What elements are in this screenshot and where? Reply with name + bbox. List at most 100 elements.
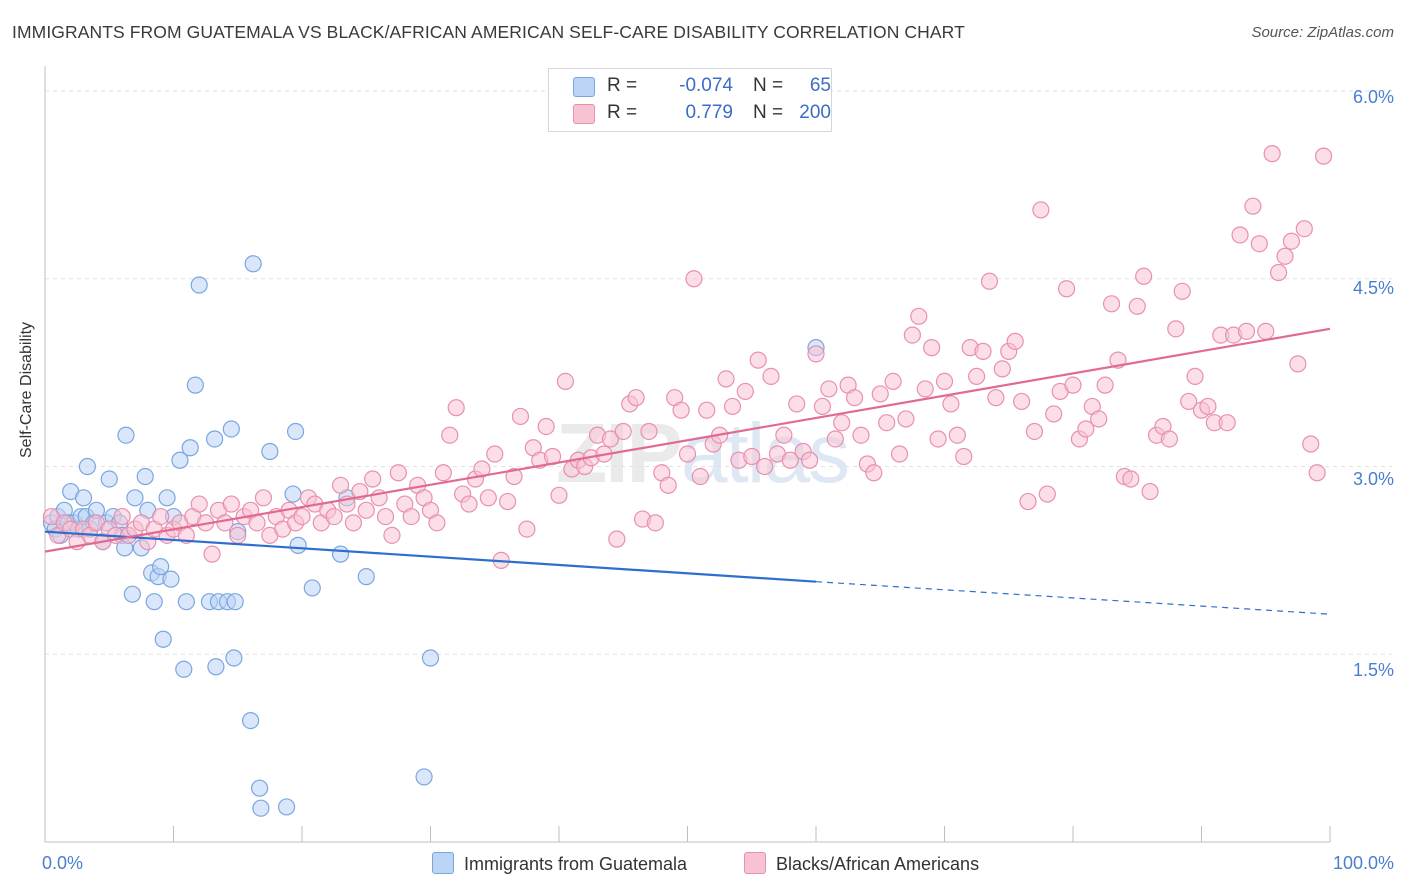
guatemala-point-66 xyxy=(415,768,433,786)
black-point-45 xyxy=(331,476,350,494)
black-trend-line xyxy=(44,327,1331,553)
guatemala-point-38 xyxy=(171,451,189,469)
bottom-legend-guatemala: Immigrants from Guatemala xyxy=(432,852,687,876)
guatemala-point-62 xyxy=(303,579,321,597)
black-point-115 xyxy=(781,451,799,469)
y-tick-label-4: 6.0% xyxy=(1352,87,1394,107)
y-tick-label-1: 1.5% xyxy=(1352,660,1394,680)
black-point-69 xyxy=(486,445,504,463)
black-point-144 xyxy=(968,367,986,385)
legend-r-value: 0.779 xyxy=(685,102,733,123)
guatemala-point-56 xyxy=(252,799,270,817)
black-point-100 xyxy=(685,270,703,288)
guatemala-point-10 xyxy=(74,489,93,507)
black-point-148 xyxy=(993,360,1011,378)
black-point-176 xyxy=(1173,282,1191,300)
black-point-133 xyxy=(897,410,915,428)
y-tick-label-3: 4.5% xyxy=(1352,278,1394,298)
guatemala-point-57 xyxy=(261,442,279,461)
black-point-156 xyxy=(1045,405,1063,423)
black-point-60 xyxy=(428,514,446,532)
black-point-23 xyxy=(190,495,208,513)
black-point-11 xyxy=(113,507,131,526)
black-point-54 xyxy=(389,464,407,482)
black-point-111 xyxy=(755,457,774,476)
guatemala-point-61 xyxy=(289,536,307,554)
guatemala-point-34 xyxy=(154,630,172,648)
black-point-189 xyxy=(1257,322,1275,340)
black-point-139 xyxy=(935,372,954,391)
black-point-50 xyxy=(364,470,382,488)
black-point-132 xyxy=(890,445,909,463)
black-point-146 xyxy=(980,272,999,290)
black-point-62 xyxy=(441,426,459,444)
black-point-134 xyxy=(903,326,921,344)
black-point-105 xyxy=(717,370,735,388)
guatemala-point-58 xyxy=(277,798,296,816)
black-point-159 xyxy=(1064,376,1082,394)
black-point-154 xyxy=(1032,201,1050,219)
guatemala-point-31 xyxy=(145,593,163,611)
black-point-96 xyxy=(659,476,677,494)
black-point-188 xyxy=(1250,235,1268,253)
black-point-77 xyxy=(537,417,555,436)
x-tick-label-max: 100.0% xyxy=(1332,853,1394,873)
black-point-169 xyxy=(1128,297,1146,315)
legend-n-value: 200 xyxy=(799,102,831,123)
guatemala-point-45 xyxy=(206,430,224,448)
black-point-138 xyxy=(929,430,947,448)
guatemala-point-60 xyxy=(286,422,305,441)
black-point-116 xyxy=(788,395,806,413)
legend-n-label: N = xyxy=(753,75,784,96)
black-point-32 xyxy=(248,514,266,532)
guatemala-point-28 xyxy=(136,467,154,486)
black-point-161 xyxy=(1077,420,1095,438)
guatemala-point-26 xyxy=(126,489,144,507)
guatemala-point-63 xyxy=(331,545,350,563)
black-point-170 xyxy=(1135,267,1153,285)
black-point-190 xyxy=(1263,145,1281,163)
black-point-110 xyxy=(749,351,767,369)
black-point-67 xyxy=(473,460,491,478)
guatemala-point-47 xyxy=(207,658,225,676)
black-point-175 xyxy=(1167,320,1185,338)
black-point-125 xyxy=(845,389,864,407)
black-point-164 xyxy=(1096,376,1114,394)
black-point-183 xyxy=(1218,414,1236,432)
correlation-legend: R = -0.074 N = 65 R = 0.779 N = 200 xyxy=(548,68,832,132)
black-point-152 xyxy=(1019,492,1037,511)
black-point-158 xyxy=(1057,280,1076,298)
black-point-109 xyxy=(743,447,761,466)
black-point-65 xyxy=(460,495,478,513)
black-point-25 xyxy=(203,545,221,563)
black-point-102 xyxy=(698,401,716,419)
source-credit: Source: ZipAtlas.com xyxy=(1251,24,1394,41)
guatemala-point-49 xyxy=(222,420,240,438)
black-point-99 xyxy=(678,445,697,463)
black-point-52 xyxy=(376,507,395,526)
black-point-135 xyxy=(910,307,928,325)
black-point-198 xyxy=(1314,147,1333,165)
black-point-186 xyxy=(1237,322,1256,340)
guatemala-point-54 xyxy=(244,255,262,273)
legend-r-label: R = xyxy=(607,102,638,123)
black-point-101 xyxy=(691,467,709,486)
guatemala-trend-line xyxy=(44,530,817,583)
black-point-53 xyxy=(383,526,401,544)
black-point-150 xyxy=(1006,332,1024,350)
black-point-147 xyxy=(987,389,1005,407)
black-point-28 xyxy=(222,495,240,513)
y-axis-label: Self-Care Disability xyxy=(18,321,35,458)
black-point-93 xyxy=(640,422,658,441)
bottom-legend-swatch-pink xyxy=(744,852,766,874)
guatemala-point-33 xyxy=(152,558,170,576)
legend-swatch-pink xyxy=(573,104,595,124)
black-point-98 xyxy=(672,401,690,419)
black-point-56 xyxy=(402,507,420,526)
black-point-29 xyxy=(229,526,247,544)
black-point-141 xyxy=(948,426,966,444)
guatemala-point-18 xyxy=(100,470,118,488)
black-point-168 xyxy=(1122,470,1140,488)
guatemala-trend-extension xyxy=(815,581,1331,615)
black-point-27 xyxy=(216,514,234,532)
